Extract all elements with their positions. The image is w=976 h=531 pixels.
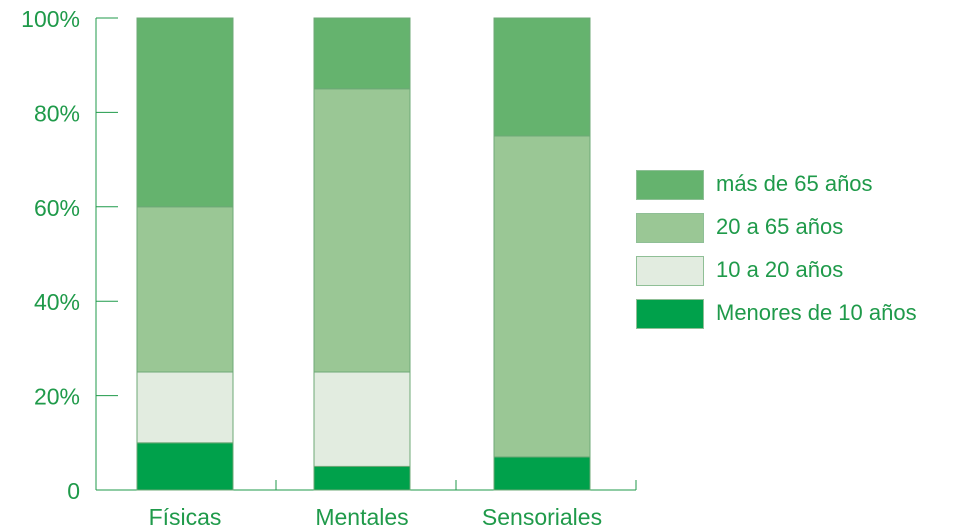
y-tick-label: 40% [34,289,80,315]
bar-segment [136,371,234,444]
legend-label: 20 a 65 años [716,214,844,239]
bar-segment [313,88,411,373]
bar-segment [136,206,234,373]
bar-segment [313,465,411,491]
legend-swatch [636,213,704,243]
legend-label: más de 65 años [716,171,873,196]
bar-segment [493,17,591,137]
x-tick-label: Mentales [315,504,408,530]
bar-segment [313,371,411,467]
y-tick-label: 0 [67,478,80,504]
legend-swatch [636,170,704,200]
legend-label: Menores de 10 años [716,300,917,325]
bar-segment [493,456,591,491]
legend-swatch [636,256,704,286]
x-tick-label: Físicas [149,504,222,530]
bar-segment [493,135,591,458]
chart-bars [136,17,591,491]
legend-label: 10 a 20 años [716,257,844,282]
y-tick-label: 60% [34,195,80,221]
chart-tick-labels: 0 20% 40% 60% 80% 100% Físicas Mentales Sensoria… [21,6,602,530]
legend-swatch [636,299,704,329]
y-tick-label: 100% [21,6,80,32]
bar-segment [136,17,234,208]
y-tick-label: 80% [34,100,80,126]
y-tick-label: 20% [34,384,80,410]
x-tick-label: Sensoriales [482,504,602,530]
bar-segment [136,442,234,491]
bar-segment [313,17,411,90]
